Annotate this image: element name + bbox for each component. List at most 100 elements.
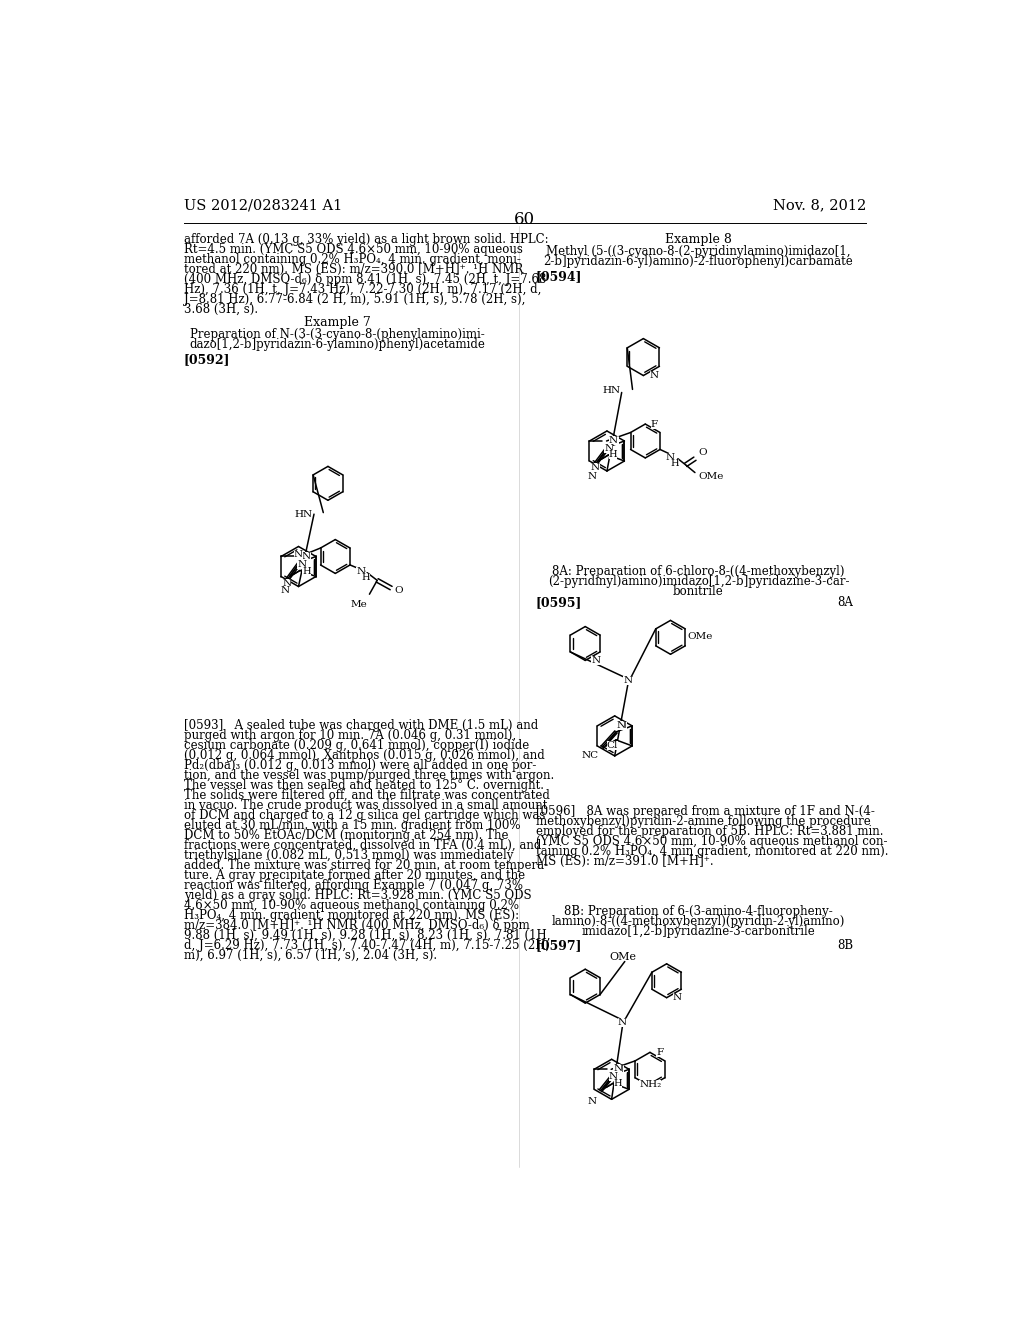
Text: (2-pyridinyl)amino)imidazo[1,2-b]pyridazine-3-car-: (2-pyridinyl)amino)imidazo[1,2-b]pyridaz… (548, 576, 849, 587)
Text: [0594]: [0594] (536, 271, 583, 282)
Text: [0593]   A sealed tube was charged with DME (1.5 mL) and: [0593] A sealed tube was charged with DM… (183, 719, 538, 733)
Text: F: F (650, 420, 657, 429)
Text: cesium carbonate (0.209 g, 0.641 mmol), copper(I) iodide: cesium carbonate (0.209 g, 0.641 mmol), … (183, 739, 529, 752)
Text: methanol containing 0.2% H₃PO₄, 4 min. gradient, moni-: methanol containing 0.2% H₃PO₄, 4 min. g… (183, 253, 520, 267)
Text: eluted at 30 mL/min. with a 15 min. gradient from 100%: eluted at 30 mL/min. with a 15 min. grad… (183, 818, 520, 832)
Text: dazo[1,2-b]pyridazin-6-ylamino)phenyl)acetamide: dazo[1,2-b]pyridazin-6-ylamino)phenyl)ac… (189, 338, 485, 351)
Text: 8B: Preparation of 6-(3-amino-4-fluoropheny-: 8B: Preparation of 6-(3-amino-4-fluoroph… (564, 906, 833, 919)
Text: N: N (613, 1064, 623, 1073)
Text: 8A: 8A (838, 595, 853, 609)
Text: Example 8: Example 8 (665, 234, 732, 246)
Text: Pd₂(dba)₃ (0.012 g, 0.013 mmol) were all added in one por-: Pd₂(dba)₃ (0.012 g, 0.013 mmol) were all… (183, 759, 537, 772)
Text: DCM to 50% EtOAc/DCM (monitoring at 254 nm). The: DCM to 50% EtOAc/DCM (monitoring at 254 … (183, 829, 508, 842)
Text: H: H (613, 1078, 623, 1088)
Text: of DCM and charged to a 12 g silica gel cartridge which was: of DCM and charged to a 12 g silica gel … (183, 809, 545, 822)
Text: tion, and the vessel was pump/purged three times with argon.: tion, and the vessel was pump/purged thr… (183, 770, 554, 781)
Text: H: H (609, 450, 617, 459)
Text: N: N (588, 471, 597, 480)
Text: Example 7: Example 7 (304, 317, 371, 329)
Text: N: N (608, 436, 617, 445)
Text: H: H (670, 459, 679, 469)
Text: 8A: Preparation of 6-chloro-8-((4-methoxybenzyl): 8A: Preparation of 6-chloro-8-((4-methox… (552, 565, 845, 578)
Text: H: H (360, 573, 370, 582)
Text: O: O (394, 586, 402, 595)
Text: NH₂: NH₂ (639, 1080, 662, 1089)
Text: [0597]: [0597] (536, 940, 583, 952)
Text: 9.88 (1H, s), 9.49 (1H, s), 9.28 (1H, s), 8.23 (1H, s), 7.81 (1H,: 9.88 (1H, s), 9.49 (1H, s), 9.28 (1H, s)… (183, 929, 550, 942)
Text: Methyl (5-((3-cyano-8-(2-pyridinylamino)imidazo[1,: Methyl (5-((3-cyano-8-(2-pyridinylamino)… (546, 246, 851, 259)
Text: N: N (297, 560, 306, 569)
Text: yield) as a gray solid. HPLC: Rt=3.928 min. (YMC S5 ODS: yield) as a gray solid. HPLC: Rt=3.928 m… (183, 890, 531, 902)
Text: N: N (666, 453, 675, 462)
Text: N: N (614, 1065, 624, 1073)
Text: O: O (698, 449, 707, 457)
Text: 60: 60 (514, 211, 536, 228)
Text: N: N (624, 676, 633, 685)
Text: m), 6.97 (1H, s), 6.57 (1H, s), 2.04 (3H, s).: m), 6.97 (1H, s), 6.57 (1H, s), 2.04 (3H… (183, 949, 437, 962)
Text: N: N (301, 552, 310, 561)
Text: H₃PO₄, 4 min. gradient, monitored at 220 nm). MS (ES):: H₃PO₄, 4 min. gradient, monitored at 220… (183, 909, 519, 923)
Text: N: N (283, 578, 291, 587)
Text: [0596]   8A was prepared from a mixture of 1F and N-(4-: [0596] 8A was prepared from a mixture of… (536, 805, 874, 818)
Text: 8B: 8B (838, 940, 853, 952)
Text: N: N (294, 549, 303, 558)
Text: Nov. 8, 2012: Nov. 8, 2012 (772, 198, 866, 213)
Text: Cl: Cl (606, 742, 617, 750)
Text: purged with argon for 10 min. 7A (0.046 g, 0.31 mmol),: purged with argon for 10 min. 7A (0.046 … (183, 729, 516, 742)
Text: imidazo[1,2-b]pyridazine-3-carbonitrile: imidazo[1,2-b]pyridazine-3-carbonitrile (582, 925, 815, 939)
Text: (400 MHz, DMSO-d₆) δ ppm 8.41 (1H, s), 7.45 (2H, t, J=7.68: (400 MHz, DMSO-d₆) δ ppm 8.41 (1H, s), 7… (183, 273, 546, 286)
Text: employed for the preparation of 5B. HPLC: Rt=3.881 min.: employed for the preparation of 5B. HPLC… (536, 825, 883, 838)
Text: US 2012/0283241 A1: US 2012/0283241 A1 (183, 198, 342, 213)
Text: N: N (592, 656, 600, 665)
Text: N: N (673, 993, 682, 1002)
Text: Me: Me (350, 599, 368, 609)
Text: 4.6×50 mm, 10-90% aqueous methanol containing 0.2%: 4.6×50 mm, 10-90% aqueous methanol conta… (183, 899, 519, 912)
Text: N: N (281, 586, 290, 594)
Text: N: N (604, 444, 613, 453)
Text: Rt=4.5 min. (YMC S5 ODS 4.6×50 mm, 10-90% aqueous: Rt=4.5 min. (YMC S5 ODS 4.6×50 mm, 10-90… (183, 243, 522, 256)
Text: 2-b]pyridazin-6-yl)amino)-2-fluorophenyl)carbamate: 2-b]pyridazin-6-yl)amino)-2-fluorophenyl… (544, 256, 853, 268)
Text: Preparation of N-(3-(3-cyano-8-(phenylamino)imi-: Preparation of N-(3-(3-cyano-8-(phenylam… (189, 327, 484, 341)
Text: MS (ES): m/z=391.0 [M+H]⁺.: MS (ES): m/z=391.0 [M+H]⁺. (536, 855, 714, 869)
Text: tored at 220 nm). MS (ES): m/z=390.0 [M+H]⁺. ¹H NMR: tored at 220 nm). MS (ES): m/z=390.0 [M+… (183, 263, 523, 276)
Text: d, J=6.29 Hz), 7.73 (1H, s), 7.40-7.47 (4H, m), 7.15-7.25 (2H,: d, J=6.29 Hz), 7.73 (1H, s), 7.40-7.47 (… (183, 940, 549, 952)
Text: NC: NC (581, 751, 598, 760)
Text: added. The mixture was stirred for 20 min. at room tempera-: added. The mixture was stirred for 20 mi… (183, 859, 548, 873)
Text: 3.68 (3H, s).: 3.68 (3H, s). (183, 304, 258, 317)
Text: N: N (610, 437, 618, 445)
Text: H: H (302, 566, 310, 576)
Text: Hz), 7.36 (1H, t, J=7.43 Hz), 7.22-7.30 (2H, m), 7.17 (2H, d,: Hz), 7.36 (1H, t, J=7.43 Hz), 7.22-7.30 … (183, 284, 541, 296)
Text: N: N (649, 371, 658, 380)
Text: bonitrile: bonitrile (673, 585, 724, 598)
Text: fractions were concentrated, dissolved in TFA (0.4 mL), and: fractions were concentrated, dissolved i… (183, 840, 541, 853)
Text: OMe: OMe (609, 952, 636, 961)
Text: triethylsilane (0.082 mL, 0.513 mmol) was immediately: triethylsilane (0.082 mL, 0.513 mmol) wa… (183, 849, 513, 862)
Text: m/z=384.0 [M+H]⁺. ¹H NMR (400 MHz, DMSO-d₆) δ ppm: m/z=384.0 [M+H]⁺. ¹H NMR (400 MHz, DMSO-… (183, 919, 529, 932)
Text: N: N (617, 722, 627, 730)
Text: in vacuo. The crude product was dissolved in a small amount: in vacuo. The crude product was dissolve… (183, 799, 547, 812)
Text: OMe: OMe (698, 473, 723, 480)
Text: reaction was filtered, affording Example 7 (0.047 g, 73%: reaction was filtered, affording Example… (183, 879, 523, 892)
Text: taining 0.2% H₃PO₄, 4 min gradient, monitored at 220 nm).: taining 0.2% H₃PO₄, 4 min gradient, moni… (536, 845, 888, 858)
Text: F: F (656, 1048, 664, 1057)
Text: (0.012 g, 0.064 mmol), Xantphos (0.015 g, 0.026 mmol), and: (0.012 g, 0.064 mmol), Xantphos (0.015 g… (183, 748, 545, 762)
Text: ture. A gray precipitate formed after 20 minutes, and the: ture. A gray precipitate formed after 20… (183, 869, 525, 882)
Text: (YMC S5 ODS 4.6×50 mm, 10-90% aqueous methanol con-: (YMC S5 ODS 4.6×50 mm, 10-90% aqueous me… (536, 836, 887, 849)
Text: The vessel was then sealed and heated to 125° C. overnight.: The vessel was then sealed and heated to… (183, 779, 544, 792)
Text: methoxybenzyl)pyridin-2-amine following the procedure: methoxybenzyl)pyridin-2-amine following … (536, 816, 870, 828)
Text: HN: HN (294, 510, 312, 519)
Text: N: N (588, 1097, 597, 1106)
Text: N: N (617, 1018, 627, 1027)
Text: lamino)-8-((4-methoxybenzyl)(pyridin-2-yl)amino): lamino)-8-((4-methoxybenzyl)(pyridin-2-y… (552, 915, 845, 928)
Text: HN: HN (602, 387, 621, 396)
Text: [0595]: [0595] (536, 595, 582, 609)
Text: OMe: OMe (687, 632, 713, 642)
Text: N: N (356, 568, 366, 577)
Text: afforded 7A (0.13 g, 33% yield) as a light brown solid. HPLC:: afforded 7A (0.13 g, 33% yield) as a lig… (183, 234, 549, 246)
Text: J=8.81 Hz), 6.77-6.84 (2 H, m), 5.91 (1H, s), 5.78 (2H, s),: J=8.81 Hz), 6.77-6.84 (2 H, m), 5.91 (1H… (183, 293, 525, 306)
Text: N: N (591, 463, 600, 473)
Text: The solids were filtered off, and the filtrate was concentrated: The solids were filtered off, and the fi… (183, 789, 550, 803)
Text: N: N (616, 721, 626, 730)
Text: N: N (609, 1072, 618, 1081)
Text: [0592]: [0592] (183, 354, 230, 366)
